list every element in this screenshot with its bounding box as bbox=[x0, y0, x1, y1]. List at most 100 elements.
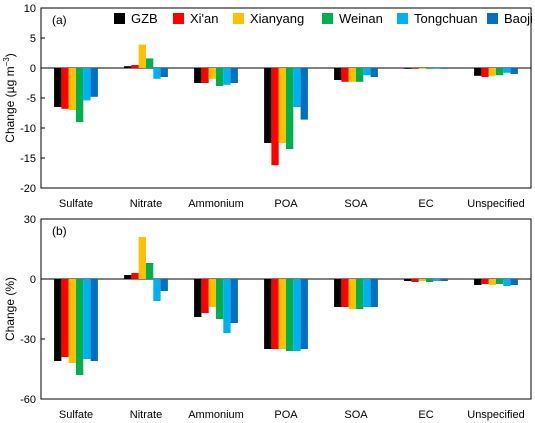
bar-xianyang-soa bbox=[348, 279, 356, 309]
bar-tongchuan-nitrate bbox=[153, 68, 161, 79]
legend: GZB Xi'an Xianyang Weinan Tongchuan Baoji bbox=[114, 11, 533, 26]
legend-label: Xianyang bbox=[250, 11, 304, 26]
panel-a-y-axis-label-close: ) bbox=[3, 53, 17, 57]
panel-a-y-axis-label: Change (µg m−3) bbox=[2, 53, 17, 142]
legend-label: Baoji bbox=[504, 11, 533, 26]
bar-tongchuan-soa bbox=[363, 68, 371, 76]
bar-xianyang-unspecified bbox=[488, 279, 496, 285]
panel-a-category-labels: Sulfate Nitrate Ammonium POA SOA EC Unspecifie… bbox=[59, 198, 525, 210]
bar-tongchuan-ammonium bbox=[223, 279, 231, 333]
y-tick-label: -10 bbox=[20, 123, 36, 135]
panel-a-label: (a) bbox=[52, 13, 67, 27]
category-label: POA bbox=[274, 409, 298, 421]
bar-xianyang-ec bbox=[418, 68, 426, 69]
bar-xian-soa bbox=[341, 68, 349, 82]
bar-baoji-sulfate bbox=[90, 279, 98, 361]
category-label: EC bbox=[418, 409, 433, 421]
y-tick-label: -20 bbox=[20, 183, 36, 195]
bar-tongchuan-ammonium bbox=[223, 68, 231, 85]
bar-gzb-ec bbox=[404, 279, 412, 281]
bar-xian-nitrate bbox=[131, 273, 139, 279]
bar-xian-ammonium bbox=[201, 68, 209, 83]
legend-swatch bbox=[173, 13, 184, 24]
legend-label: Tongchuan bbox=[414, 11, 478, 26]
bar-xianyang-poa bbox=[278, 279, 286, 349]
y-tick-label: -5 bbox=[26, 93, 36, 105]
bar-weinan-unspecified bbox=[496, 68, 504, 76]
legend-swatch bbox=[397, 13, 408, 24]
category-label: SOA bbox=[344, 198, 368, 210]
bar-baoji-ammonium bbox=[230, 279, 238, 323]
bar-weinan-sulfate bbox=[76, 279, 84, 375]
bar-tongchuan-sulfate bbox=[83, 279, 91, 359]
panel-a: (a) Change (µg m−3) -20 -15 -10 -5 0 5 10 Sulf… bbox=[2, 3, 533, 210]
bar-xian-nitrate bbox=[131, 65, 139, 68]
bar-gzb-ammonium bbox=[194, 279, 202, 317]
bar-tongchuan-soa bbox=[363, 279, 371, 307]
bar-gzb-nitrate bbox=[124, 275, 132, 279]
bar-xian-unspecified bbox=[481, 279, 489, 284]
bar-xian-poa bbox=[271, 68, 279, 166]
panel-b-category-labels: Sulfate Nitrate Ammonium POA SOA EC Unspecifie… bbox=[59, 409, 525, 421]
bar-gzb-sulfate bbox=[54, 68, 62, 107]
bar-gzb-unspecified bbox=[474, 68, 482, 76]
bar-weinan-ammonium bbox=[216, 279, 224, 319]
legend-label: GZB bbox=[131, 11, 158, 26]
category-label: Sulfate bbox=[59, 198, 93, 210]
y-tick-label: -15 bbox=[20, 153, 36, 165]
bar-weinan-soa bbox=[356, 68, 364, 82]
bar-weinan-ec bbox=[426, 279, 434, 282]
bar-baoji-ec bbox=[440, 279, 448, 281]
bar-xianyang-ammonium bbox=[208, 279, 216, 307]
bar-xian-ammonium bbox=[201, 279, 209, 313]
bar-weinan-nitrate bbox=[146, 263, 154, 279]
category-label: Sulfate bbox=[59, 409, 93, 421]
bar-xian-ec bbox=[411, 279, 419, 282]
bar-weinan-sulfate bbox=[76, 68, 84, 122]
bar-baoji-ec bbox=[440, 68, 448, 69]
bar-gzb-ec bbox=[404, 68, 412, 69]
bar-baoji-poa bbox=[300, 279, 308, 349]
panel-b-y-axis-label: Change (%) bbox=[3, 277, 17, 341]
bar-tongchuan-poa bbox=[293, 279, 301, 351]
y-tick-label: 5 bbox=[30, 33, 36, 45]
bar-xianyang-ec bbox=[418, 279, 426, 281]
bar-tongchuan-ec bbox=[433, 279, 441, 281]
bar-tongchuan-poa bbox=[293, 68, 301, 107]
legend-swatch bbox=[487, 13, 498, 24]
bar-xianyang-nitrate bbox=[138, 237, 146, 279]
bar-gzb-soa bbox=[334, 68, 342, 80]
bar-weinan-poa bbox=[286, 279, 294, 351]
category-label: Nitrate bbox=[130, 198, 162, 210]
bar-gzb-nitrate bbox=[124, 66, 132, 68]
bar-weinan-ammonium bbox=[216, 68, 224, 86]
bar-xian-sulfate bbox=[61, 68, 69, 109]
bar-baoji-sulfate bbox=[90, 68, 98, 97]
bar-gzb-unspecified bbox=[474, 279, 482, 285]
bar-xianyang-unspecified bbox=[488, 68, 496, 76]
bar-gzb-sulfate bbox=[54, 279, 62, 361]
bar-baoji-ammonium bbox=[230, 68, 238, 83]
category-label: Ammonium bbox=[188, 409, 244, 421]
bar-baoji-soa bbox=[370, 68, 378, 77]
legend-swatch bbox=[114, 13, 125, 24]
bar-xianyang-soa bbox=[348, 68, 356, 82]
panel-a-y-axis-label-sup: −3 bbox=[2, 57, 11, 67]
panel-a-bars bbox=[54, 44, 518, 166]
panel-a-y-axis-label-main: Change (µg m bbox=[3, 66, 17, 142]
category-label: Unspecified bbox=[467, 198, 524, 210]
category-label: Ammonium bbox=[188, 198, 244, 210]
category-label: POA bbox=[274, 198, 298, 210]
panel-b-frame bbox=[40, 218, 532, 400]
bar-weinan-unspecified bbox=[496, 279, 504, 284]
bar-tongchuan-sulfate bbox=[83, 68, 91, 101]
bar-xian-sulfate bbox=[61, 279, 69, 357]
bar-baoji-unspecified bbox=[510, 279, 518, 285]
category-label: Unspecified bbox=[467, 409, 524, 421]
bar-xianyang-poa bbox=[278, 68, 286, 143]
bar-tongchuan-unspecified bbox=[503, 279, 511, 286]
legend-swatch bbox=[322, 13, 333, 24]
bar-weinan-soa bbox=[356, 279, 364, 309]
bar-xianyang-ammonium bbox=[208, 68, 216, 79]
